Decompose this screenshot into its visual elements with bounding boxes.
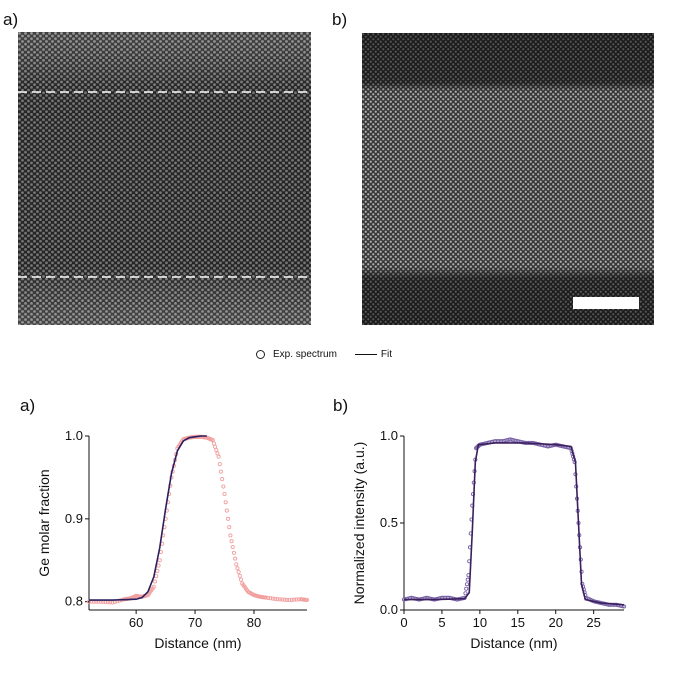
legend: Exp. spectrum Fit <box>256 349 392 360</box>
data-point <box>284 597 290 602</box>
y-axis-label: Normalized intensity (a.u.) <box>351 442 367 605</box>
data-point <box>211 441 216 446</box>
x-tick-label: 25 <box>586 615 600 630</box>
data-point <box>273 596 278 601</box>
fit-line-icon <box>354 354 377 355</box>
data-point <box>223 500 228 505</box>
data-point <box>225 516 231 521</box>
y-tick-label: 0.8 <box>65 594 83 609</box>
data-point <box>621 604 627 609</box>
data-point <box>266 595 271 600</box>
data-point <box>154 574 159 579</box>
x-tick-label: 10 <box>473 615 487 630</box>
data-point <box>287 598 292 603</box>
data-point <box>237 573 242 578</box>
x-tick-label: 5 <box>438 615 445 630</box>
scale-bar <box>573 297 639 309</box>
data-point <box>464 586 469 591</box>
micrograph-a <box>18 32 311 325</box>
data-point <box>231 550 236 555</box>
data-point <box>263 595 268 600</box>
legend-exp-label: Exp. spectrum <box>273 349 337 360</box>
data-point <box>228 533 233 538</box>
data-point <box>270 596 275 601</box>
data-point <box>155 568 160 573</box>
data-point <box>110 600 115 605</box>
panel-label-a-top: a) <box>3 10 19 29</box>
chart-normalized-intensity: 0 5 10 15 20 25 0.0 0.5 1.0 Distance (nm) Normaliz… <box>351 428 627 651</box>
data-point <box>229 539 234 544</box>
y-tick-label: 1.0 <box>65 428 83 443</box>
x-tick-label: 80 <box>247 615 261 630</box>
exp-spectrum-marker-icon <box>256 350 265 359</box>
y-tick-label: 0.0 <box>380 602 398 617</box>
data-point <box>157 558 162 563</box>
series-exp-spectrum <box>86 434 310 605</box>
x-tick-label: 0 <box>400 615 407 630</box>
series-fit-line <box>89 435 207 601</box>
data-point <box>463 591 468 596</box>
data-point <box>156 563 161 568</box>
data-point <box>268 596 273 601</box>
data-point <box>280 597 285 602</box>
data-point <box>220 477 225 482</box>
x-tick-label: 15 <box>511 615 525 630</box>
legend-fit-label: Fit <box>380 349 393 360</box>
y-axis-label: Ge molar fraction <box>36 469 52 576</box>
data-point <box>214 448 219 453</box>
data-point <box>216 454 221 459</box>
panel-label-b-top: b) <box>332 10 348 29</box>
series-exp-spectrum <box>401 437 627 609</box>
panel-label-b-bottom: b) <box>333 396 349 415</box>
series-fit-line <box>404 442 625 606</box>
data-point <box>227 525 232 530</box>
x-axis-label: Distance (nm) <box>470 635 557 651</box>
data-point <box>238 577 244 582</box>
data-point <box>233 556 238 561</box>
data-point <box>213 444 218 449</box>
data-point <box>215 451 220 456</box>
data-point <box>464 582 470 587</box>
data-point <box>218 469 224 474</box>
data-point <box>294 597 299 602</box>
data-point <box>275 597 280 602</box>
chart-ge-molar-fraction: 60 70 80 0.8 0.9 1.0 Distance (nm) Ge molar fra… <box>36 428 310 651</box>
x-tick-label: 60 <box>129 615 143 630</box>
data-point <box>282 597 287 602</box>
y-tick-label: 0.5 <box>380 515 398 530</box>
data-point <box>465 577 470 582</box>
data-point <box>234 562 239 567</box>
panel-label-a-bottom: a) <box>20 396 36 415</box>
data-point <box>217 462 222 467</box>
data-point <box>224 508 229 513</box>
micrograph-b <box>362 33 654 325</box>
data-point <box>152 579 158 584</box>
y-tick-label: 1.0 <box>380 428 398 443</box>
data-point <box>221 484 226 489</box>
x-tick-label: 20 <box>548 615 562 630</box>
data-point <box>151 584 156 589</box>
data-point <box>289 597 294 602</box>
y-tick-label: 0.9 <box>65 511 83 526</box>
data-point <box>236 570 241 575</box>
x-tick-label: 70 <box>188 615 202 630</box>
data-point <box>235 566 240 571</box>
data-point <box>222 491 227 497</box>
x-axis-label: Distance (nm) <box>154 635 241 651</box>
data-point <box>277 597 282 602</box>
data-point <box>304 598 310 603</box>
data-point <box>291 597 297 602</box>
data-point <box>230 544 235 550</box>
data-point <box>210 438 215 443</box>
